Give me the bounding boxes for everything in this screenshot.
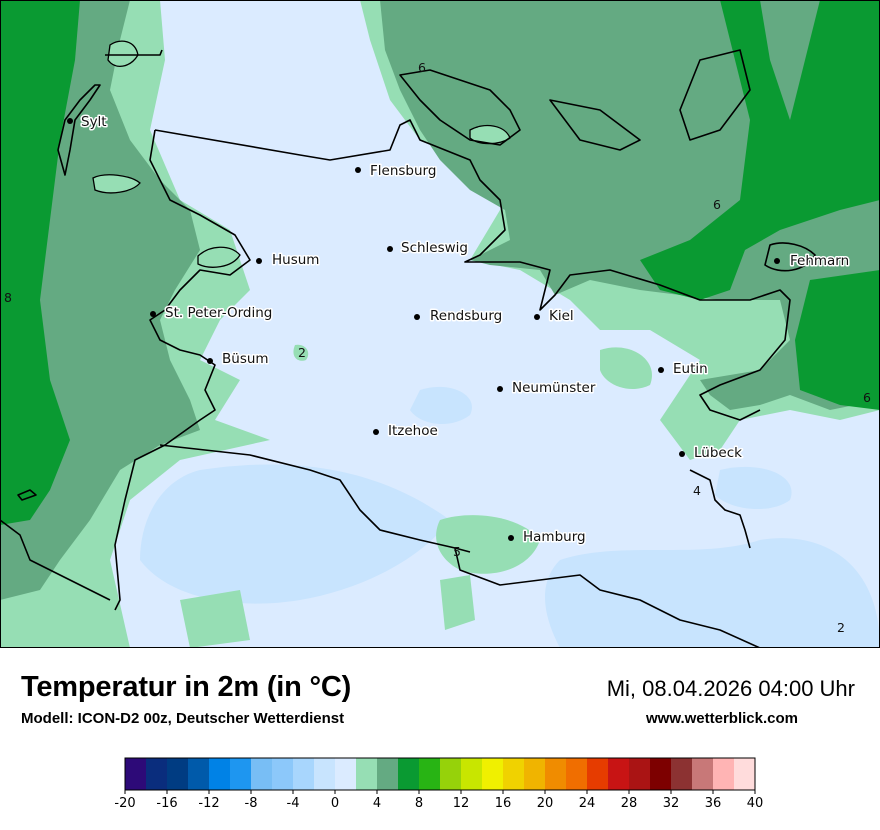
city-label: Eutin: [673, 361, 708, 377]
isotherm-label: 5: [453, 544, 461, 559]
city-hamburg[interactable]: Hamburg: [508, 528, 587, 547]
city-label: Husum: [272, 252, 319, 268]
legend-swatch: [314, 758, 336, 790]
isotherm-label: 6: [418, 60, 426, 75]
legend-swatch: [734, 758, 756, 790]
legend-swatch: [356, 758, 378, 790]
city-eutin[interactable]: Eutin: [658, 360, 709, 379]
legend-swatch: [293, 758, 315, 790]
city-label: Sylt: [81, 114, 107, 130]
city-label: Hamburg: [523, 529, 586, 545]
city-markers: Sylt Flensburg Schleswig Husum Fehmarn S…: [67, 113, 851, 547]
legend-swatch: [440, 758, 462, 790]
legend-tick-label: -12: [198, 796, 219, 811]
city-luebeck[interactable]: Lübeck: [679, 444, 744, 463]
legend-swatch: [419, 758, 441, 790]
city-husum[interactable]: Husum: [256, 251, 321, 270]
temperature-map[interactable]: 6 6 8 2 6 4 5 2 Sylt Flensburg Schleswig…: [0, 0, 880, 648]
legend-swatch: [230, 758, 252, 790]
city-label: Kiel: [549, 308, 574, 324]
legend-tick-label: 16: [495, 796, 512, 811]
legend-tick-label: -20: [114, 796, 135, 811]
city-itzehoe[interactable]: Itzehoe: [373, 422, 439, 441]
legend-tick-label: 40: [747, 796, 764, 811]
legend-swatch: [125, 758, 147, 790]
isotherm-label: 2: [837, 620, 845, 635]
city-buesum[interactable]: Büsum: [207, 350, 270, 369]
legend-swatch: [713, 758, 735, 790]
city-label: Itzehoe: [388, 423, 438, 439]
legend-tick-label: 36: [705, 796, 722, 811]
legend-swatch: [146, 758, 168, 790]
city-kiel[interactable]: Kiel: [534, 307, 575, 326]
legend-swatch: [650, 758, 672, 790]
isotherm-label: 6: [863, 390, 871, 405]
legend-tick-label: 8: [415, 796, 423, 811]
legend-tick-label: -16: [156, 796, 177, 811]
city-label: Neumünster: [512, 380, 596, 396]
legend-swatch: [671, 758, 693, 790]
city-flensburg[interactable]: Flensburg: [355, 162, 438, 181]
legend-tick-label: 20: [537, 796, 554, 811]
legend-swatch: [251, 758, 273, 790]
legend-swatch: [272, 758, 294, 790]
legend-swatch: [461, 758, 483, 790]
legend-swatch: [335, 758, 357, 790]
legend-swatch: [524, 758, 546, 790]
band-8: [0, 0, 880, 525]
isotherm-label: 4: [693, 483, 701, 498]
map-svg: 6 6 8 2 6 4 5 2 Sylt Flensburg Schleswig…: [0, 0, 880, 648]
city-label: Rendsburg: [430, 308, 502, 324]
legend-swatch: [377, 758, 399, 790]
city-label: Lübeck: [694, 445, 742, 461]
city-label: Flensburg: [370, 163, 436, 179]
legend-tick-label: 0: [331, 796, 339, 811]
legend-frame: [124, 757, 756, 791]
cold-patches: [140, 386, 880, 648]
legend-tick-label: -8: [245, 796, 258, 811]
legend-swatch: [503, 758, 525, 790]
city-label: St. Peter-Ording: [165, 305, 272, 321]
legend-tick-label: 24: [579, 796, 596, 811]
isotherm-labels: 6 6 8 2 6 4 5 2: [4, 60, 871, 635]
map-title: Temperatur in 2m (in °C): [21, 671, 352, 703]
legend-swatch: [587, 758, 609, 790]
legend-svg: -20 -16 -12 -8 -4 0 4 8 12 16 20 24 28 32 36 40: [114, 757, 764, 811]
isotherm-label: 8: [4, 290, 12, 305]
isotherm-label: 6: [713, 197, 721, 212]
legend-tick-label: 28: [621, 796, 638, 811]
color-legend: -20 -16 -12 -8 -4 0 4 8 12 16 20 24 28 32 36 40: [110, 756, 770, 816]
legend-tick-label: 12: [453, 796, 470, 811]
legend-swatch: [209, 758, 231, 790]
legend-swatch: [545, 758, 567, 790]
coastlines: [0, 49, 816, 648]
legend-swatch: [398, 758, 420, 790]
legend-swatch: [629, 758, 651, 790]
city-label: Büsum: [222, 351, 269, 367]
legend-tick-label: 4: [373, 796, 381, 811]
city-neumuenster[interactable]: Neumünster: [497, 379, 597, 398]
city-rendsburg[interactable]: Rendsburg: [414, 307, 504, 326]
model-info: Modell: ICON-D2 00z, Deutscher Wetterdie…: [21, 710, 345, 727]
city-label: Schleswig: [401, 240, 468, 256]
legend-tick-label: 32: [663, 796, 680, 811]
legend-swatch: [566, 758, 588, 790]
city-schleswig[interactable]: Schleswig: [387, 239, 470, 258]
website-link[interactable]: www.wetterblick.com: [646, 710, 798, 727]
city-st-peter-ording[interactable]: St. Peter-Ording: [150, 304, 274, 323]
city-sylt[interactable]: Sylt: [67, 113, 108, 132]
legend-swatch: [608, 758, 630, 790]
legend-swatch: [692, 758, 714, 790]
legend-swatch: [188, 758, 210, 790]
legend-swatch: [167, 758, 189, 790]
isotherm-label: 2: [298, 345, 306, 360]
legend-tick-label: -4: [287, 796, 300, 811]
forecast-datetime: Mi, 08.04.2026 04:00 Uhr: [606, 676, 855, 701]
city-fehmarn[interactable]: Fehmarn: [774, 252, 851, 271]
city-label: Fehmarn: [790, 253, 849, 269]
legend-swatch: [482, 758, 504, 790]
